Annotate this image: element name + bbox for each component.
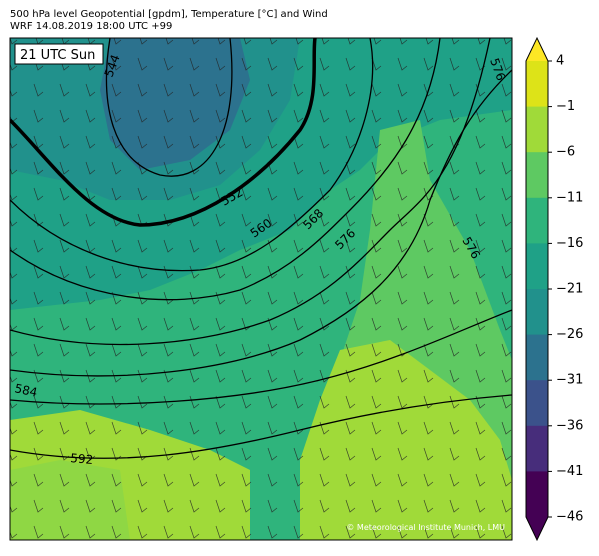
map-frame (9, 37, 513, 541)
time-label: 21 UTC Sun (20, 48, 95, 63)
colorbar-band (526, 106, 548, 153)
colorbar-tick-label: 4 (556, 54, 564, 69)
credit: © Meteorological Institute Munich, LMU (346, 523, 505, 532)
colorbar-tick-label: −31 (556, 373, 583, 388)
contour-label: 592 (70, 451, 94, 467)
time-box (14, 43, 104, 65)
colorbar-tick-label: −6 (556, 145, 575, 160)
colorbar-band (526, 380, 548, 427)
colorbar-band (526, 243, 548, 290)
colorbar-band (526, 61, 548, 108)
colorbar-tick-label: −11 (556, 190, 583, 205)
colorbar-tick-label: −46 (556, 510, 583, 525)
colorbar-tick-label: −1 (556, 99, 575, 114)
colorbar-tick-label: −16 (556, 236, 583, 251)
colorbar-band (526, 334, 548, 381)
colorbar-tick-label: −26 (556, 327, 583, 342)
colorbar-extend (526, 517, 548, 540)
colorbar-extend (526, 38, 548, 61)
colorbar: 4 −1 −6 −11 −16 −21 −26 −31 −36 −41 −46 (525, 36, 583, 542)
subtitle-line: WRF 14.08.2019 18:00 UTC +99 (10, 21, 172, 32)
colorbar-band (526, 471, 548, 518)
colorbar-tick-label: −36 (556, 418, 583, 433)
colorbar-band (526, 425, 548, 472)
colorbar-band (526, 152, 548, 199)
map (10, 38, 512, 540)
colorbar-tick-label: −41 (556, 464, 583, 479)
colorbar-tick-label: −21 (556, 282, 583, 297)
colorbar-band (526, 197, 548, 244)
contours (10, 38, 512, 459)
contour-label: 584 (13, 381, 38, 399)
colorbar-band (526, 289, 548, 336)
title-line: 500 hPa level Geopotential [gpdm], Tempe… (10, 9, 328, 20)
